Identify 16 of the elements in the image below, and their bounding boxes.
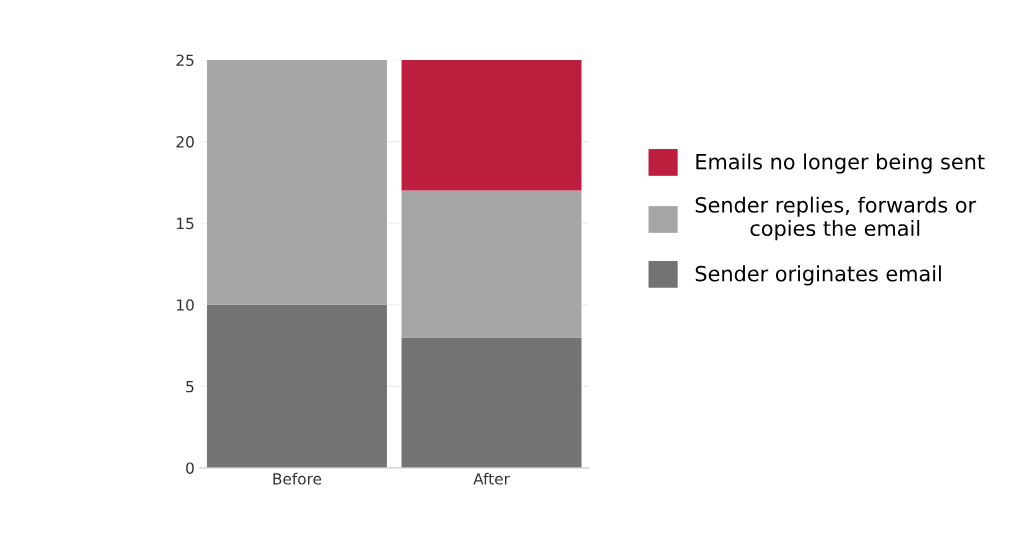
- x-tick-label: Before: [273, 472, 322, 485]
- bar: [206, 60, 387, 305]
- bar: [401, 337, 582, 468]
- x-tick-label: After: [473, 472, 510, 485]
- y-tick-label: 25: [176, 54, 194, 67]
- y-tick-label: 5: [186, 381, 194, 393]
- bar: [401, 60, 582, 191]
- y-tick-label: 15: [177, 217, 194, 230]
- y-tick-label: 10: [177, 299, 194, 311]
- bar: [401, 190, 582, 338]
- legend-label: Sender originates email: [695, 265, 941, 286]
- legend-label: Sender replies, forwards or copies the email: [695, 196, 977, 241]
- bar: [206, 304, 387, 468]
- y-tick-label: 20: [176, 136, 194, 148]
- legend-label: Emails no longer being sent: [696, 153, 985, 174]
- y-tick-label: 0: [186, 462, 194, 474]
